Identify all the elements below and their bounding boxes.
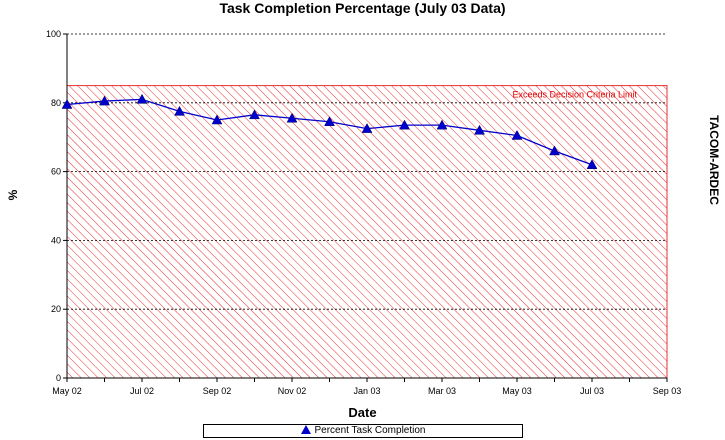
y-tick-label: 20 — [51, 304, 61, 314]
data-point — [361, 123, 373, 133]
legend-label: Percent Task Completion — [314, 425, 426, 436]
data-point — [174, 105, 185, 116]
x-tick-label: Jan 03 — [353, 386, 380, 396]
data-point — [549, 145, 560, 156]
chart-title: Task Completion Percentage (July 03 Data… — [219, 0, 506, 16]
x-tick-label: Sep 03 — [653, 386, 682, 396]
data-point — [249, 109, 260, 120]
y-tick-label: 0 — [56, 373, 61, 383]
data-point — [474, 124, 485, 135]
data-point — [399, 119, 410, 130]
data-point — [99, 95, 110, 106]
data-point — [586, 159, 598, 169]
x-tick-label: Mar 03 — [428, 386, 456, 396]
y-tick-label: 80 — [51, 98, 61, 108]
y-tick-label: 100 — [46, 29, 61, 39]
data-point — [286, 112, 298, 123]
data-point — [324, 116, 335, 126]
x-tick-label: Nov 02 — [278, 386, 307, 396]
data-point — [436, 119, 448, 130]
x-tick-label: Sep 02 — [203, 386, 232, 396]
x-tick-label: May 02 — [52, 386, 82, 396]
x-tick-label: Jul 02 — [130, 386, 154, 396]
x-tick-label: May 03 — [502, 386, 532, 396]
legend-marker-icon — [300, 425, 311, 434]
data-point — [61, 99, 73, 109]
data-point — [511, 129, 523, 140]
data-point — [136, 93, 148, 104]
y-tick-label: 60 — [51, 167, 61, 177]
x-axis-title: Date — [348, 405, 377, 420]
legend: Percent Task Completion — [203, 424, 523, 438]
data-point — [211, 114, 223, 125]
x-tick-label: Jul 03 — [580, 386, 604, 396]
y-tick-label: 40 — [51, 235, 61, 245]
threshold-label: Exceeds Decision Criteria Limit — [512, 90, 637, 100]
